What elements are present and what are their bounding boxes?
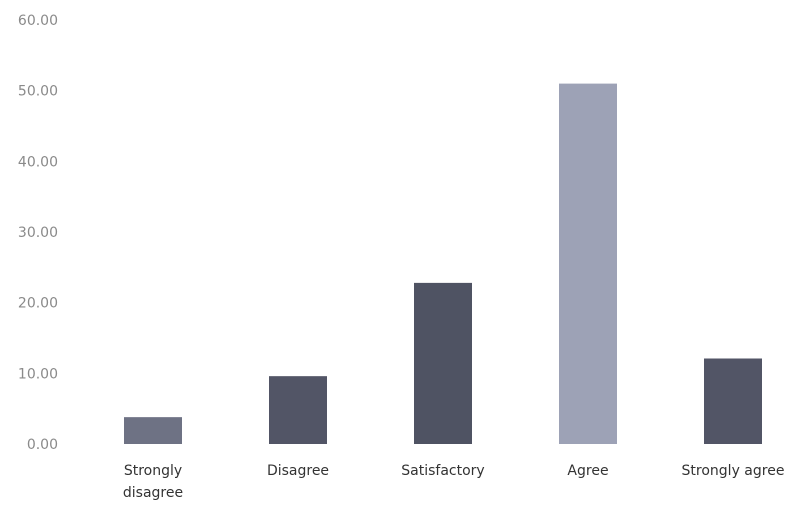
bars xyxy=(124,83,762,444)
bar-strongly-agree xyxy=(704,358,762,444)
bar-strongly-disagree xyxy=(124,417,182,444)
x-tick-label: Disagree xyxy=(267,463,329,479)
x-tick-label: Agree xyxy=(567,463,608,479)
y-tick-label: 10.00 xyxy=(18,366,58,382)
bar-satisfactory xyxy=(414,282,472,444)
x-tick-label: disagree xyxy=(123,485,183,501)
bar-agree xyxy=(559,83,617,444)
y-tick-label: 60.00 xyxy=(18,13,58,29)
y-tick-label: 20.00 xyxy=(18,296,58,312)
y-tick-label: 30.00 xyxy=(18,225,58,241)
x-axis-labels: Strongly disagree Disagree Satisfactory Agre… xyxy=(123,463,785,501)
y-tick-label: 40.00 xyxy=(18,154,58,170)
x-tick-label: Strongly xyxy=(124,463,182,479)
y-axis-ticks: 0.00 10.00 20.00 30.00 40.00 50.00 60.00 xyxy=(18,13,58,453)
bar-disagree xyxy=(269,376,327,444)
x-tick-label: Strongly agree xyxy=(682,463,785,479)
y-tick-label: 50.00 xyxy=(18,84,58,100)
y-tick-label: 0.00 xyxy=(27,437,58,453)
x-tick-label: Satisfactory xyxy=(401,463,484,479)
